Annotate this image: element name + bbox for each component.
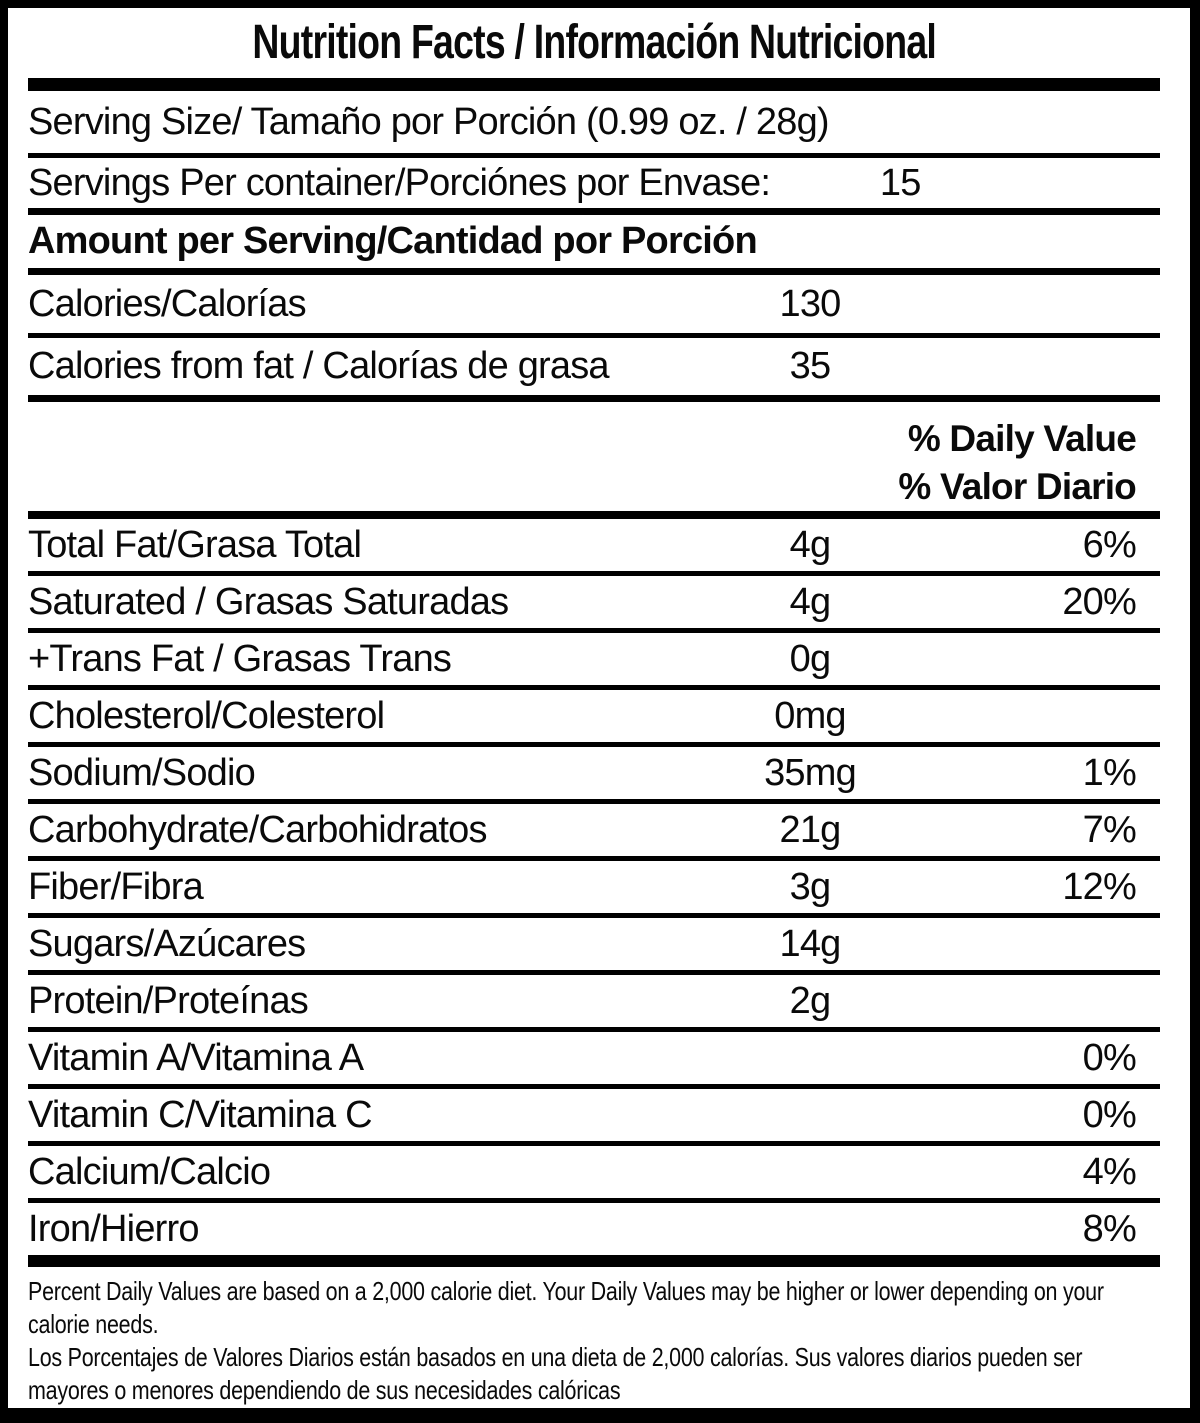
nutrient-daily-value: 7% <box>1082 808 1137 851</box>
nutrient-label: +Trans Fat / Grasas Trans <box>28 637 452 680</box>
nutrient-amount: 35mg <box>764 751 857 794</box>
nutrient-label: Cholesterol/Colesterol <box>28 694 385 737</box>
nutrient-row: Sugars/Azúcares 14g <box>28 913 1160 970</box>
footnote-es: Los Porcentajes de Valores Diarios están… <box>28 1342 1083 1405</box>
nutrient-label: Total Fat/Grasa Total <box>28 523 362 566</box>
divider <box>28 78 1160 91</box>
daily-value-header-es: % Valor Diario <box>898 466 1136 507</box>
nutrient-label: Carbohydrate/Carbohidratos <box>28 808 488 851</box>
amount-per-serving-header: Amount per Serving/Cantidad por Porción <box>28 220 758 262</box>
divider <box>28 153 1160 158</box>
nutrient-row: Fiber/Fibra 3g 12% <box>28 856 1160 913</box>
footnote-section: Percent Daily Values are based on a 2,00… <box>28 1267 1160 1409</box>
divider <box>28 208 1160 215</box>
row-calories-from-fat: Calories from fat / Calorías de grasa 35 <box>28 338 1160 395</box>
calories-from-fat-value: 35 <box>789 345 831 387</box>
servings-per-container-value: 15 <box>879 161 921 204</box>
nutrient-label: Sodium/Sodio <box>28 751 256 794</box>
nutrient-row: Carbohydrate/Carbohidratos 21g 7% <box>28 799 1160 856</box>
divider <box>28 511 1160 519</box>
nutrient-label: Sugars/Azúcares <box>28 922 306 965</box>
row-amount-per-serving: Amount per Serving/Cantidad por Porción <box>28 215 1160 268</box>
nutrient-row: Cholesterol/Colesterol 0mg <box>28 685 1160 742</box>
label-title-row: Nutrition Facts / Información Nutriciona… <box>28 8 1160 78</box>
nutrient-label: Fiber/Fibra <box>28 865 204 908</box>
nutrient-row: Sodium/Sodio 35mg 1% <box>28 742 1160 799</box>
servings-per-container-label: Servings Per container/Porciónes por Env… <box>28 161 771 204</box>
nutrient-row: +Trans Fat / Grasas Trans 0g <box>28 628 1160 685</box>
calories-label: Calories/Calorías <box>28 282 307 325</box>
calories-from-fat-label: Calories from fat / Calorías de grasa <box>28 345 610 387</box>
nutrient-label: Protein/Proteínas <box>28 979 309 1022</box>
nutrient-amount: 21g <box>779 808 841 851</box>
nutrient-row: Vitamin A/Vitamina A 0% <box>28 1027 1160 1084</box>
calories-value: 130 <box>779 282 841 325</box>
footnote-en: Percent Daily Values are based on a 2,00… <box>28 1276 1104 1339</box>
divider <box>28 395 1160 402</box>
divider <box>28 268 1160 275</box>
serving-size-text: Serving Size/ Tamaño por Porción (0.99 o… <box>28 100 830 143</box>
nutrient-label: Calcium/Calcio <box>28 1150 271 1193</box>
nutrient-daily-value: 12% <box>1062 865 1136 908</box>
nutrient-label: Vitamin C/Vitamina C <box>28 1093 373 1136</box>
nutrient-amount: 0g <box>789 637 831 680</box>
nutrient-row: Saturated / Grasas Saturadas 4g 20% <box>28 571 1160 628</box>
nutrient-row: Iron/Hierro 8% <box>28 1198 1160 1255</box>
nutrient-daily-value: 8% <box>1082 1207 1137 1250</box>
nutrient-daily-value: 0% <box>1082 1036 1137 1079</box>
nutrient-row: Protein/Proteínas 2g <box>28 970 1160 1027</box>
row-serving-size: Serving Size/ Tamaño por Porción (0.99 o… <box>28 91 1160 153</box>
nutrient-row: Calcium/Calcio 4% <box>28 1141 1160 1198</box>
nutrient-daily-value: 1% <box>1082 751 1137 794</box>
nutrient-amount: 4g <box>789 580 831 623</box>
divider <box>28 1255 1160 1267</box>
daily-value-header: % Daily Value % Valor Diario <box>28 402 1160 511</box>
nutrient-row: Total Fat/Grasa Total 4g 6% <box>28 519 1160 571</box>
nutrient-daily-value: 6% <box>1082 523 1137 566</box>
nutrient-amount: 4g <box>789 523 831 566</box>
nutrient-amount: 0mg <box>774 694 846 737</box>
nutrient-daily-value: 4% <box>1082 1150 1137 1193</box>
nutrient-daily-value: 20% <box>1062 580 1136 623</box>
row-calories: Calories/Calorías 130 <box>28 275 1160 333</box>
label-title: Nutrition Facts / Información Nutriciona… <box>252 16 936 69</box>
nutrient-daily-value: 0% <box>1082 1093 1137 1136</box>
nutrient-row: Vitamin C/Vitamina C 0% <box>28 1084 1160 1141</box>
footnote-text: Percent Daily Values are based on a 2,00… <box>28 1275 1160 1407</box>
nutrient-table: Total Fat/Grasa Total 4g 6% Saturated / … <box>28 519 1160 1255</box>
divider <box>28 333 1160 338</box>
nutrient-label: Vitamin A/Vitamina A <box>28 1036 364 1079</box>
daily-value-header-en: % Daily Value <box>907 418 1137 459</box>
row-servings-per-container: Servings Per container/Porciónes por Env… <box>28 158 1160 208</box>
nutrient-label: Iron/Hierro <box>28 1207 200 1250</box>
nutrient-amount: 2g <box>789 979 831 1022</box>
nutrient-amount: 3g <box>789 865 831 908</box>
nutrient-label: Saturated / Grasas Saturadas <box>28 580 509 623</box>
nutrient-amount: 14g <box>779 922 841 965</box>
